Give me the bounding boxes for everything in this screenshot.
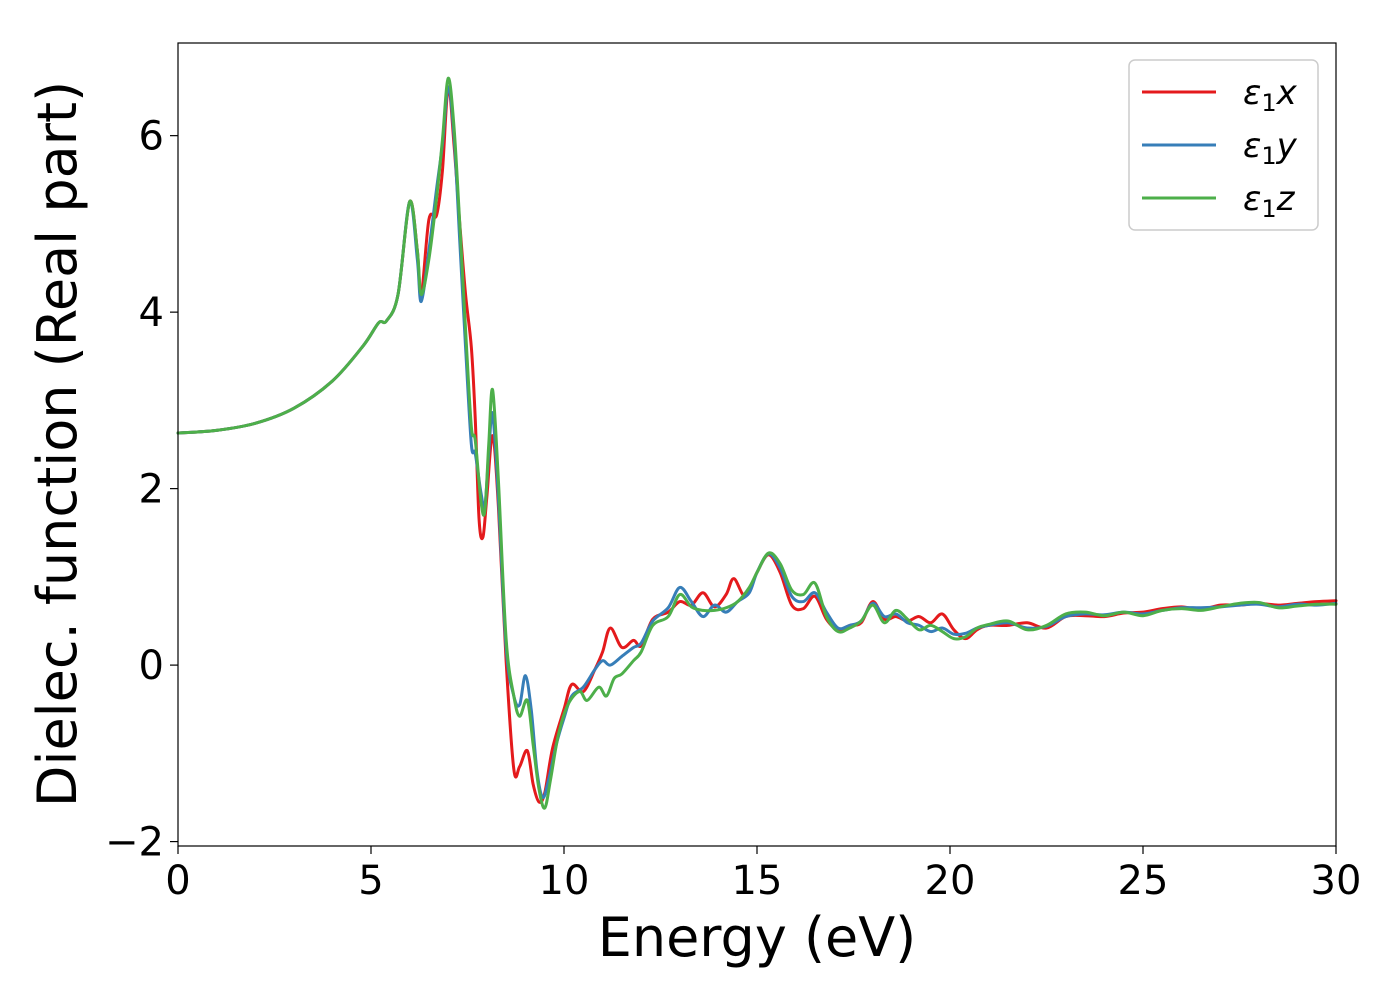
x-tick-label: 25: [1118, 858, 1169, 904]
legend-label-y: ε1y: [1243, 126, 1298, 170]
legend-label-x: ε1x: [1243, 73, 1298, 117]
x-axis-label: Energy (eV): [598, 906, 917, 969]
x-tick-label: 0: [165, 858, 190, 904]
series-line-z: [176, 76, 1338, 810]
y-tick-label: −2: [105, 820, 164, 866]
y-axis-label: Dielec. function (Real part): [26, 81, 89, 807]
y-tick-label: 4: [139, 290, 164, 336]
series-layer: [176, 76, 1338, 810]
x-tick-label: 15: [732, 858, 783, 904]
y-axis-ticks: −2 0 2 4 6: [105, 114, 178, 866]
legend-label-z: ε1z: [1243, 179, 1296, 223]
x-tick-label: 5: [358, 858, 383, 904]
legend: ε1x ε1y ε1z: [1128, 59, 1319, 231]
legend-box: [1128, 59, 1319, 231]
y-tick-label: 0: [139, 643, 164, 689]
x-axis-ticks: 0 5 10 15 20 25 30: [165, 846, 1361, 904]
x-tick-label: 20: [925, 858, 976, 904]
x-tick-label: 10: [539, 858, 590, 904]
y-tick-label: 6: [139, 114, 164, 160]
x-tick-label: 30: [1311, 858, 1362, 904]
y-tick-label: 2: [139, 467, 164, 513]
